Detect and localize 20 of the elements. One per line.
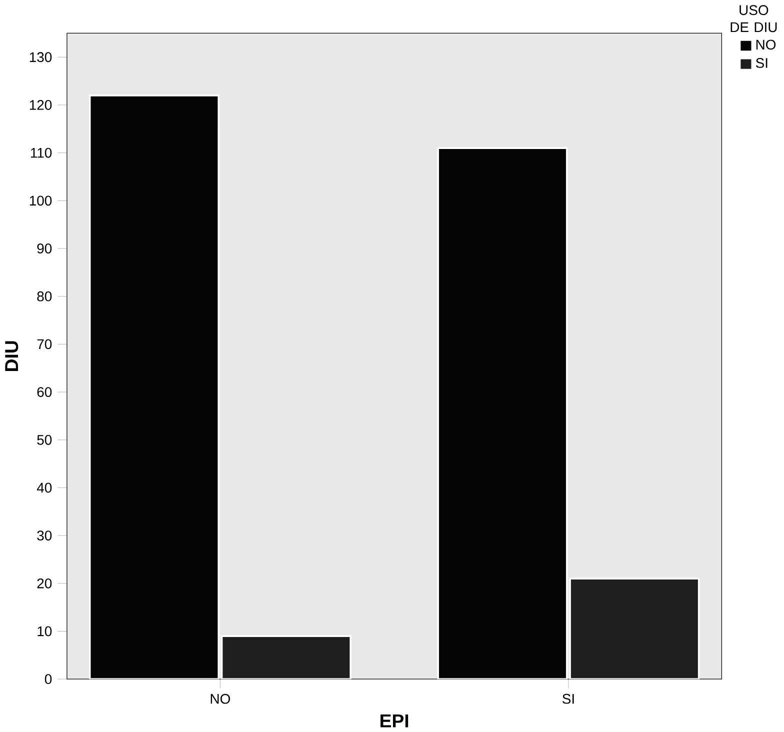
y-tick-label: 40 (36, 482, 52, 492)
y-tick-label: 60 (37, 386, 52, 397)
y-tick-label: 120 (30, 100, 52, 110)
y-tick-label: 0 (44, 674, 52, 684)
y-tick-label: 30 (37, 530, 52, 540)
y-tick-label: 110 (30, 148, 52, 158)
y-tick-label: 80 (37, 291, 52, 302)
y-tick-label: 100 (30, 195, 52, 206)
y-tick-label: 20 (37, 578, 52, 588)
y-tick-label: 10 (38, 626, 52, 636)
x-axis-title: EPI (380, 714, 408, 728)
legend-title: USO DE DIU (730, 4, 777, 32)
legend-label: NO (756, 40, 776, 50)
legend-label: SI (756, 58, 768, 68)
y-tick-label: 50 (37, 434, 52, 445)
y-tick-label: 70 (37, 339, 52, 349)
y-tick-label: 90 (37, 243, 52, 254)
y-axis-title: DIU (5, 341, 18, 371)
y-tick-label: 130 (30, 52, 52, 62)
bar (88, 94, 220, 679)
